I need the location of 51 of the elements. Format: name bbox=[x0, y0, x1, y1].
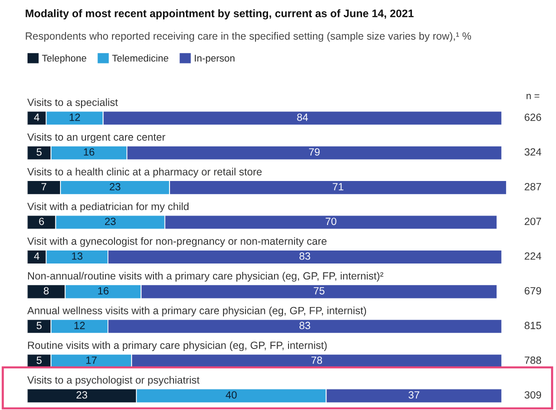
data-label: 23 bbox=[105, 218, 116, 226]
text: 287 bbox=[524, 182, 542, 190]
y-tick-label: Non-annual/routine visits with a primary care physician (eg, GP, FP, internist)² bbox=[28, 272, 384, 282]
text: 309 bbox=[524, 391, 542, 399]
text: 815 bbox=[524, 322, 542, 330]
data-label: 5 bbox=[36, 148, 42, 156]
y-tick-label: Annual wellness visits with a primary care physician (eg, GP, FP, internist) bbox=[27, 306, 366, 316]
data-label: 7 bbox=[41, 183, 46, 190]
data-label: 17 bbox=[86, 356, 97, 364]
data-label: 5 bbox=[36, 322, 42, 330]
data-label: 23 bbox=[76, 391, 88, 399]
data-label: 84 bbox=[297, 114, 308, 121]
y-tick-label: Visits to an urgent care center bbox=[27, 133, 166, 143]
data-label: 75 bbox=[314, 287, 324, 294]
y-tick-label: Visits to a psychologist or psychiatrist bbox=[27, 376, 200, 386]
chart-title: Modality of most recent appointment by setting, current as of June 14, 2021 bbox=[26, 9, 414, 20]
text: 324 bbox=[524, 148, 542, 156]
text: 224 bbox=[524, 252, 542, 260]
legend-label: Telemedicine bbox=[112, 54, 168, 62]
text: 626 bbox=[524, 114, 542, 121]
y-tick-label: Visits to a specialist bbox=[27, 98, 118, 108]
data-label: 5 bbox=[36, 356, 42, 364]
text: 207 bbox=[524, 218, 542, 226]
data-label: 6 bbox=[39, 218, 44, 226]
data-label: 12 bbox=[70, 114, 80, 121]
chart-subtitle: Respondents who reported receiving care in the specified setting (sample size varies by row),¹ % bbox=[26, 32, 472, 42]
data-label: 40 bbox=[226, 391, 237, 399]
data-label: 79 bbox=[309, 148, 320, 156]
data-label: 12 bbox=[74, 322, 85, 330]
text: 788 bbox=[524, 356, 542, 364]
legend-label: In-person bbox=[194, 54, 234, 64]
data-label: 16 bbox=[84, 148, 94, 156]
data-label: 16 bbox=[98, 287, 109, 294]
data-label: 83 bbox=[300, 322, 310, 330]
data-label: 70 bbox=[326, 218, 336, 226]
data-label: 71 bbox=[332, 183, 344, 190]
text: 679 bbox=[524, 287, 542, 294]
data-label: 78 bbox=[311, 356, 322, 364]
data-label: 37 bbox=[408, 391, 420, 399]
data-label: 83 bbox=[300, 252, 310, 260]
data-label: 4 bbox=[34, 252, 40, 260]
data-label: 8 bbox=[44, 287, 49, 294]
y-tick-label: Routine visits with a primary care physician (eg, GP, FP, internist) bbox=[28, 341, 327, 352]
data-label: 4 bbox=[34, 114, 40, 121]
data-label: 13 bbox=[72, 252, 82, 260]
data-label: 23 bbox=[110, 182, 120, 190]
y-tick-label: Visit with a gynecologist for non-pregnancy or non-maternity care bbox=[27, 237, 327, 247]
y-tick-label: Visit with a pediatrician for my child bbox=[27, 202, 188, 212]
y-tick-label: Visits to a health clinic at a pharmacy or retail store bbox=[27, 168, 262, 178]
text: n = bbox=[526, 94, 540, 100]
legend-label: Telephone bbox=[42, 54, 86, 64]
